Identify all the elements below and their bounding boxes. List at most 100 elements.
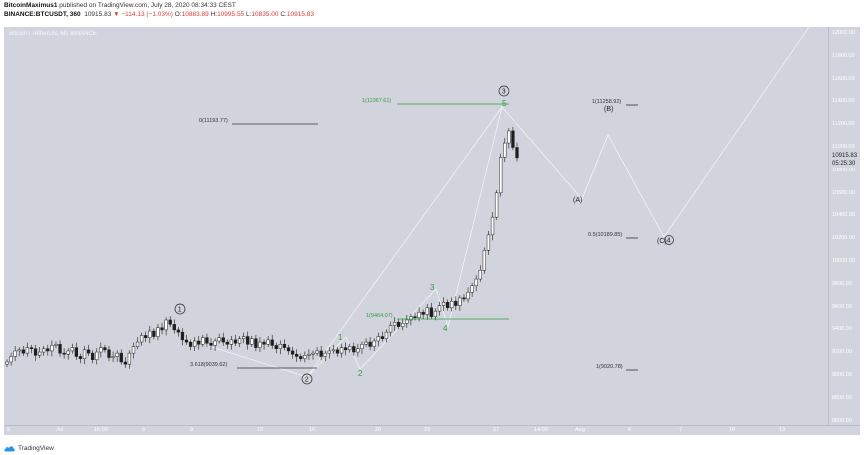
candle-body [9, 356, 13, 363]
candle-body [315, 350, 319, 354]
candle-body [388, 325, 393, 333]
candle-body [86, 349, 91, 354]
author-name[interactable]: BitcoinMaximus1 [4, 2, 58, 9]
symbol-description: Bitcoin / TetherUS, 6h, BINANCE [9, 31, 97, 37]
price-tick: 9600.00 [832, 303, 852, 310]
candle-body [478, 269, 482, 280]
price-tick: 9400.00 [832, 326, 852, 333]
candle-body [21, 349, 25, 354]
candle-body [135, 341, 140, 347]
time-tick: 27 [493, 427, 500, 433]
wave-b-label: (B) [604, 106, 613, 113]
candle-body [29, 347, 34, 349]
candle-body [290, 350, 295, 355]
candle-body [37, 351, 42, 356]
candle-body [91, 352, 95, 361]
price-tick: 10000.00 [832, 258, 855, 264]
symbol-label: BINANCE:BTCUSDT, 360 [4, 11, 81, 18]
candle-body [241, 336, 246, 340]
candle-body [152, 330, 156, 337]
candle-body [470, 285, 474, 293]
candle-body [184, 339, 189, 343]
price-tick: 11000.00 [832, 144, 855, 150]
current-price-marker [829, 152, 860, 168]
close-label: C: [280, 11, 287, 18]
candle-body [115, 352, 119, 357]
high-label: H: [210, 11, 218, 18]
candle-body [25, 347, 30, 354]
candle-body [311, 352, 315, 355]
candle-body [229, 339, 234, 345]
price-chart[interactable]: 0(11193.77) 1(11367.61) 3.618(9039.62) 1… [4, 27, 828, 425]
candle-body [474, 278, 478, 286]
time-tick: 16:00 [94, 427, 108, 433]
wave-circle-3 [498, 85, 510, 97]
candle-body [499, 157, 503, 194]
candle-body [172, 324, 176, 331]
candle-body [70, 347, 74, 352]
time-tick: Jul [56, 427, 64, 433]
candle-body [205, 337, 209, 344]
price-axis[interactable]: 12000.00 11800.00 11600.00 11400.00 11200.00… [828, 27, 860, 425]
candle-body [437, 305, 442, 312]
fib-1-label: 1(11367.61) [362, 98, 391, 104]
candle-body [156, 327, 160, 337]
chart-header: BitcoinMaximus1 published on TradingView… [4, 1, 860, 27]
tradingview-logo-icon[interactable] [4, 445, 15, 452]
candle-body [266, 339, 270, 345]
time-tick: 9 [190, 427, 194, 433]
time-tick: 10 [729, 427, 736, 433]
wave-paths [179, 27, 810, 378]
candle-body [209, 342, 213, 346]
open-label: O: [174, 11, 182, 18]
time-tick: 20 [375, 427, 382, 433]
candle-body [107, 349, 111, 358]
price-tick: 12000.00 [832, 30, 855, 36]
candle-body [254, 338, 258, 348]
candle-body [421, 311, 425, 315]
candle-body [360, 344, 364, 349]
time-tick: 23 [424, 427, 431, 433]
candle-body [327, 350, 331, 354]
wave-circle-2 [301, 373, 313, 385]
candle-body [270, 339, 274, 346]
candle-body [74, 347, 79, 357]
candle-body [425, 307, 429, 315]
candle-body [433, 310, 438, 317]
time-tick: 7 [679, 427, 683, 433]
candle-body [384, 331, 389, 340]
wave-big-1-label: 1 [178, 307, 182, 314]
candle-body [58, 344, 62, 354]
time-axis[interactable]: 9 Jul 16:00 6 9 13 16 20 23 27 14:00 Aug 6 7 10 13 [4, 425, 860, 435]
price-tick: 8600.00 [832, 417, 852, 424]
candle-body [13, 350, 17, 357]
candle-body [486, 234, 491, 251]
open-value: 10883.89 [181, 11, 209, 18]
candle-body [282, 344, 287, 348]
time-tick: 9 [7, 427, 11, 433]
chart-pane[interactable]: Bitcoin / TetherUS, 6h, BINANCE 0(11193.… [4, 27, 828, 425]
time-tick: 16 [309, 427, 316, 433]
wave-circle-4 [664, 235, 674, 245]
time-tick: Aug [575, 427, 585, 433]
candle-body [131, 346, 136, 354]
candle-body [160, 327, 164, 331]
candle-body [339, 347, 344, 354]
wave-c-label: (C) [657, 238, 667, 245]
candle-body [188, 341, 193, 347]
candle-body [213, 340, 217, 346]
candle-body [343, 347, 348, 351]
low-label: L: [246, 11, 252, 18]
candle-body [445, 302, 450, 309]
candle-body [429, 307, 433, 317]
candle-body [286, 347, 291, 352]
publish-info: published on TradingView.com, July 28, 2… [57, 2, 236, 9]
brand-name[interactable]: TradingView [18, 444, 54, 452]
candle-body [250, 338, 254, 345]
candle-body [299, 356, 303, 359]
candle-body [392, 321, 397, 326]
candle-body [193, 340, 197, 347]
candle-body [197, 340, 201, 345]
price-tick: 10800.00 [832, 166, 855, 173]
wave-big-3-label: 3 [502, 89, 506, 96]
